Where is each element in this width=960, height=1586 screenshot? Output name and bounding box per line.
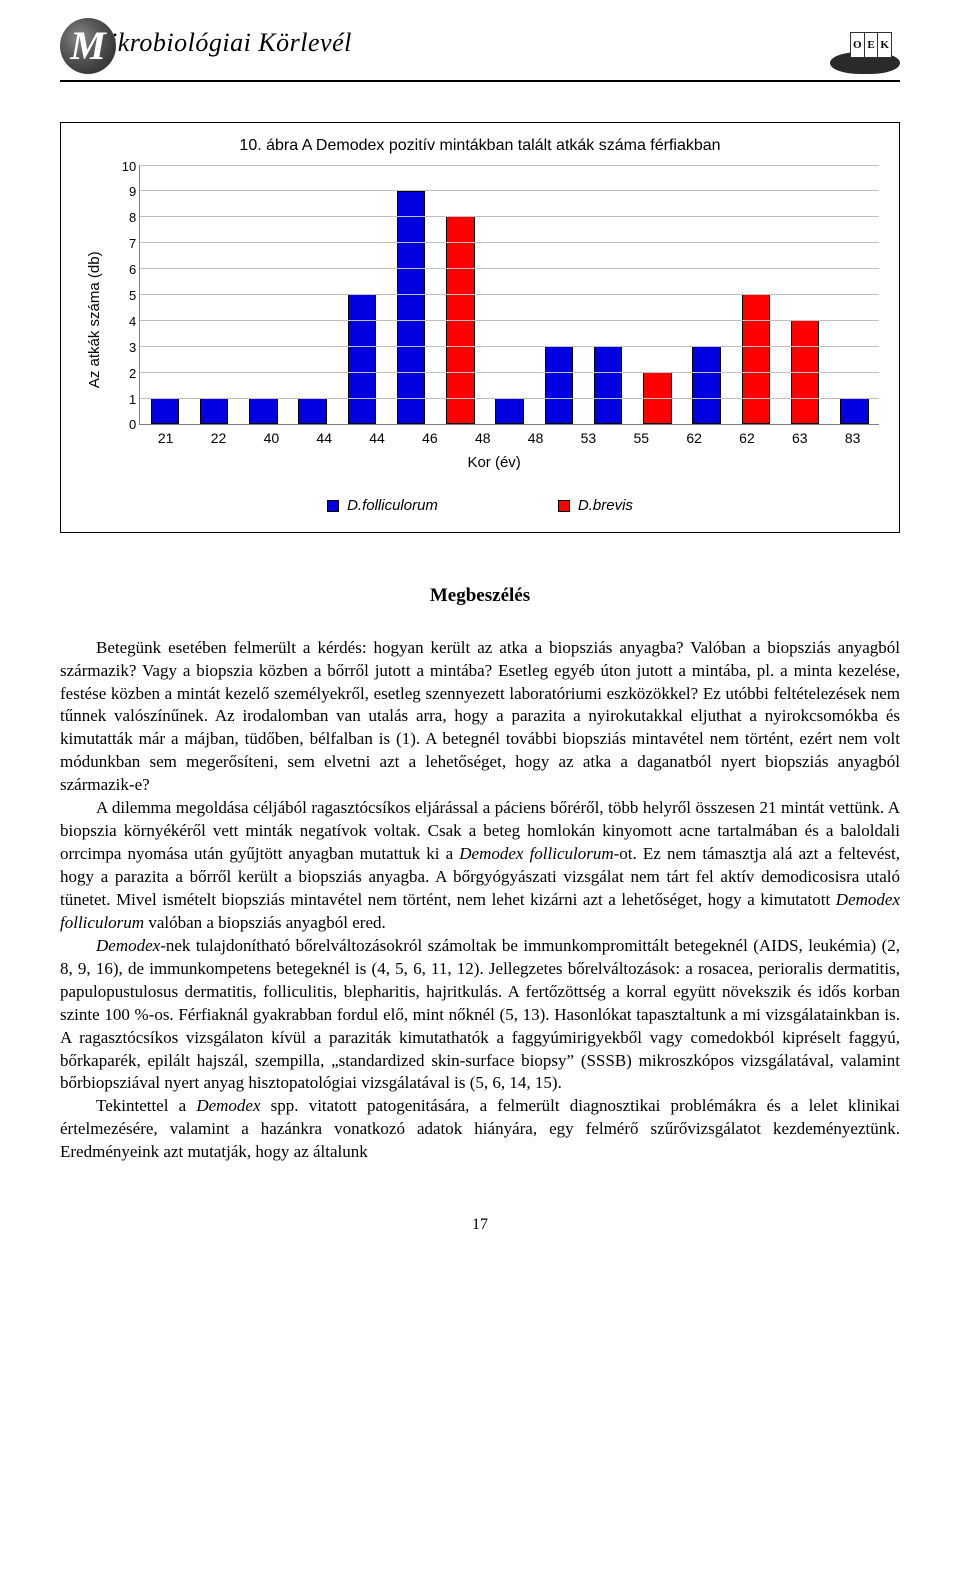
logo-m-icon: M bbox=[60, 18, 116, 74]
chart-bar bbox=[249, 398, 278, 424]
chart-gridline: 8 bbox=[140, 216, 879, 217]
chart-x-tick: 62 bbox=[721, 429, 774, 448]
chart-y-tick: 7 bbox=[114, 235, 136, 253]
chart-x-ticks: 2122404444464848535562626383 bbox=[139, 425, 879, 448]
chart-x-tick: 48 bbox=[509, 429, 562, 448]
logo-oek-letter: O bbox=[851, 33, 865, 57]
chart-x-tick: 44 bbox=[351, 429, 404, 448]
chart-gridline: 5 bbox=[140, 294, 879, 295]
chart-bar bbox=[348, 294, 377, 424]
body-paragraph: Betegünk esetében felmerült a kérdés: ho… bbox=[60, 637, 900, 798]
chart-y-tick: 8 bbox=[114, 209, 136, 227]
chart-bar bbox=[545, 346, 574, 424]
chart-y-tick: 4 bbox=[114, 313, 136, 331]
logo-oek-box: OEK bbox=[850, 32, 892, 58]
chart-bar bbox=[200, 398, 229, 424]
chart-bar bbox=[298, 398, 327, 424]
header-left: M ikrobiológiai Körlevél bbox=[60, 18, 352, 74]
chart-y-tick: 3 bbox=[114, 339, 136, 357]
chart-bar bbox=[397, 191, 426, 424]
chart-area: Az atkák száma (db) 012345678910 2122404… bbox=[81, 165, 879, 474]
chart-bar bbox=[594, 346, 623, 424]
chart-x-tick: 40 bbox=[245, 429, 298, 448]
chart-title: 10. ábra A Demodex pozitív mintákban tal… bbox=[81, 135, 879, 157]
chart-y-tick: 6 bbox=[114, 261, 136, 279]
body-paragraph: Tekintettel a Demodex spp. vitatott pato… bbox=[60, 1095, 900, 1164]
chart-gridline: 1 bbox=[140, 398, 879, 399]
chart-gridline: 10 bbox=[140, 165, 879, 166]
chart-x-tick: 55 bbox=[615, 429, 668, 448]
chart-plot-wrap: 012345678910 212240444446484853556262638… bbox=[109, 165, 879, 474]
chart-bar bbox=[840, 398, 869, 424]
chart-x-tick: 62 bbox=[668, 429, 721, 448]
chart-legend-item: D.brevis bbox=[558, 496, 633, 516]
chart-gridline: 9 bbox=[140, 190, 879, 191]
chart-x-tick: 46 bbox=[403, 429, 456, 448]
logo-m-letter: M bbox=[70, 26, 106, 66]
page-header: M ikrobiológiai Körlevél OEK bbox=[60, 0, 900, 82]
chart-bar bbox=[692, 346, 721, 424]
chart-gridline: 6 bbox=[140, 268, 879, 269]
chart-plot: 012345678910 bbox=[139, 165, 879, 425]
chart-legend-label: D.folliculorum bbox=[347, 496, 438, 516]
chart-gridline: 3 bbox=[140, 346, 879, 347]
chart-legend-label: D.brevis bbox=[578, 496, 633, 516]
chart-x-tick: 21 bbox=[139, 429, 192, 448]
chart-bar bbox=[742, 294, 771, 424]
chart-y-tick: 0 bbox=[114, 416, 136, 434]
chart-x-tick: 22 bbox=[192, 429, 245, 448]
chart-x-tick: 48 bbox=[456, 429, 509, 448]
chart-frame: 10. ábra A Demodex pozitív mintákban tal… bbox=[60, 122, 900, 533]
chart-bar bbox=[151, 398, 180, 424]
chart-x-tick: 63 bbox=[773, 429, 826, 448]
chart-y-tick: 2 bbox=[114, 365, 136, 383]
logo-oek-letter: E bbox=[865, 33, 879, 57]
chart-x-tick: 53 bbox=[562, 429, 615, 448]
chart-y-tick: 9 bbox=[114, 183, 136, 201]
chart-legend-swatch bbox=[558, 500, 570, 512]
chart-gridline: 2 bbox=[140, 372, 879, 373]
logo-oek-icon: OEK bbox=[830, 32, 900, 74]
chart-gridline: 4 bbox=[140, 320, 879, 321]
chart-y-tick: 1 bbox=[114, 391, 136, 409]
chart-x-label: Kor (év) bbox=[109, 453, 879, 473]
body-paragraph: Demodex-nek tulajdonítható bőrelváltozás… bbox=[60, 935, 900, 1096]
chart-x-tick: 83 bbox=[826, 429, 879, 448]
chart-y-tick: 10 bbox=[114, 158, 136, 176]
chart-bar bbox=[495, 398, 524, 424]
body-paragraph: A dilemma megoldása céljából ragasztócsí… bbox=[60, 797, 900, 935]
body-text: Betegünk esetében felmerült a kérdés: ho… bbox=[60, 637, 900, 1165]
chart-y-label: Az atkák száma (db) bbox=[81, 165, 109, 474]
journal-title: ikrobiológiai Körlevél bbox=[110, 25, 352, 66]
section-title: Megbeszélés bbox=[60, 583, 900, 609]
chart-gridline: 7 bbox=[140, 242, 879, 243]
chart-legend: D.folliculorum D.brevis bbox=[81, 496, 879, 516]
chart-legend-swatch bbox=[327, 500, 339, 512]
page-number: 17 bbox=[60, 1214, 900, 1236]
chart-x-tick: 44 bbox=[298, 429, 351, 448]
logo-oek-letter: K bbox=[878, 33, 891, 57]
chart-y-tick: 5 bbox=[114, 287, 136, 305]
chart-legend-item: D.folliculorum bbox=[327, 496, 438, 516]
